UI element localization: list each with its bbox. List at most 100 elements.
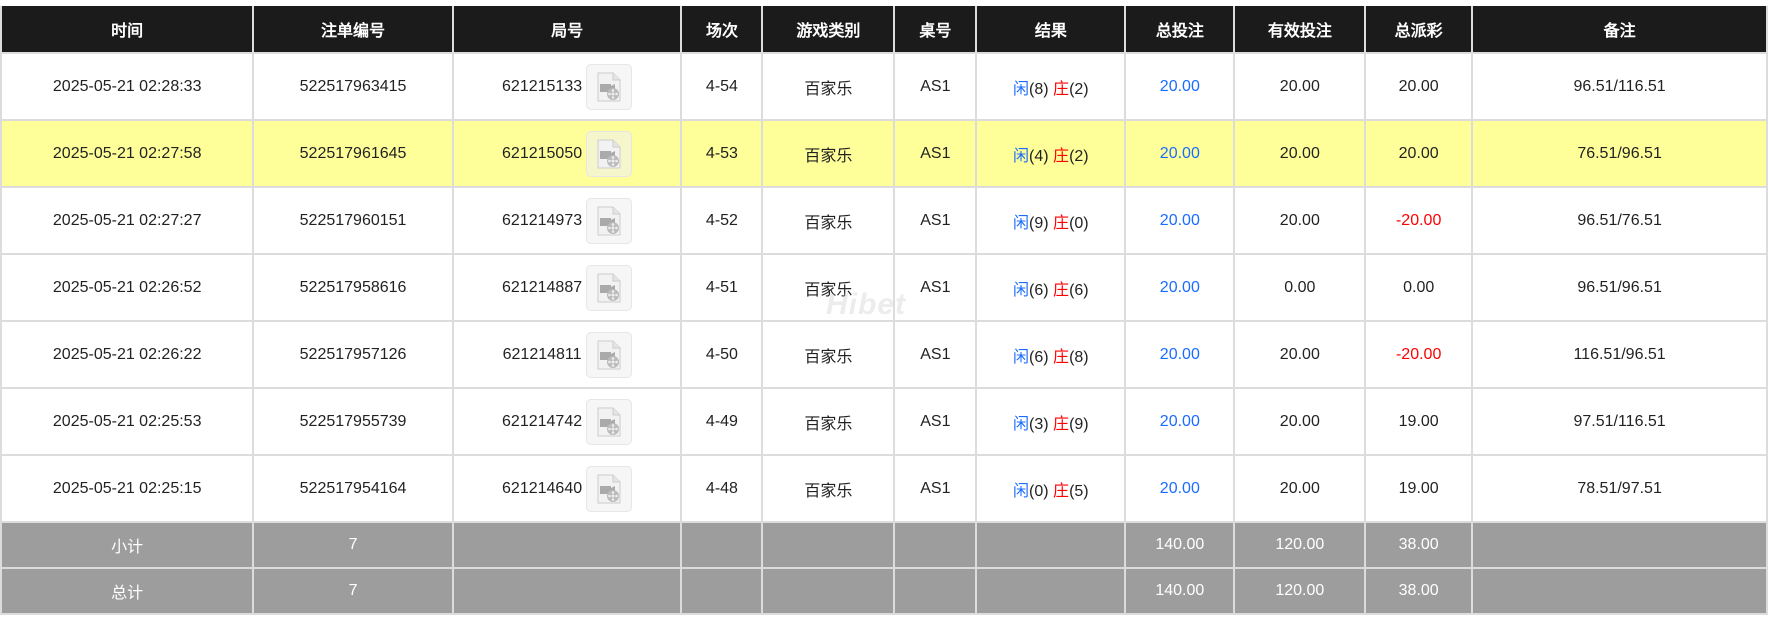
subtotal-count: 7 xyxy=(252,521,454,569)
subtotal-row: 小计 7 140.00 120.00 38.00 xyxy=(0,521,1768,569)
cell-payout: -20.00 xyxy=(1364,320,1474,389)
cell-time: 2025-05-21 02:25:53 xyxy=(0,387,255,456)
header-game-type: 游戏类别 xyxy=(761,6,896,53)
banker-label: 庄 xyxy=(1053,80,1070,98)
table-row[interactable]: 2025-05-21 02:28:33 522517963415 621215133… xyxy=(0,52,1768,121)
video-file-icon[interactable] xyxy=(586,63,633,110)
header-payout: 总派彩 xyxy=(1364,6,1474,53)
cell-table: AS1 xyxy=(893,387,978,456)
video-file-icon[interactable] xyxy=(585,331,632,378)
player-score: (0) xyxy=(1029,482,1049,500)
cell-note: 96.51/96.51 xyxy=(1471,253,1768,322)
cell-table: AS1 xyxy=(893,253,978,322)
cell-note: 76.51/96.51 xyxy=(1471,119,1768,188)
cell-time: 2025-05-21 02:26:22 xyxy=(0,320,255,389)
cell-bet-id: 522517963415 xyxy=(252,52,454,121)
header-note: 备注 xyxy=(1471,6,1768,53)
cell-round: 621215050 xyxy=(451,119,683,188)
banker-score: (0) xyxy=(1069,214,1089,232)
cell-round: 621214887 xyxy=(451,253,683,322)
player-label: 闲 xyxy=(1013,482,1030,500)
subtotal-payout: 38.00 xyxy=(1364,521,1474,569)
banker-score: (6) xyxy=(1069,281,1089,299)
cell-game: 百家乐 xyxy=(761,387,896,456)
banker-score: (9) xyxy=(1069,415,1089,433)
header-row: 时间 注单编号 局号 场次 游戏类别 桌号 结果 总投注 有效投注 总派彩 备注 xyxy=(0,6,1768,53)
total-count: 7 xyxy=(252,567,454,615)
cell-payout: 20.00 xyxy=(1364,52,1474,121)
cell-total-bet: 20.00 xyxy=(1124,320,1236,389)
cell-shoe: 4-54 xyxy=(680,52,764,121)
banker-score: (5) xyxy=(1069,482,1089,500)
table-row[interactable]: 2025-05-21 02:26:22 522517957126 621214811… xyxy=(0,320,1768,389)
header-table: 桌号 xyxy=(893,6,978,53)
cell-time: 2025-05-21 02:27:58 xyxy=(0,119,255,188)
player-score: (6) xyxy=(1029,281,1049,299)
cell-round: 621214973 xyxy=(451,186,683,255)
subtotal-valid-bet: 120.00 xyxy=(1233,521,1367,569)
cell-total-bet: 20.00 xyxy=(1124,52,1236,121)
round-number: 621215050 xyxy=(502,144,583,162)
cell-result: 闲(6) 庄(8) xyxy=(975,320,1127,389)
cell-bet-id: 522517955739 xyxy=(252,387,454,456)
cell-table: AS1 xyxy=(893,119,978,188)
cell-round: 621214742 xyxy=(451,387,683,456)
cell-shoe: 4-50 xyxy=(680,320,764,389)
subtotal-total-bet: 140.00 xyxy=(1124,521,1236,569)
video-file-icon[interactable] xyxy=(586,398,633,445)
cell-note: 96.51/76.51 xyxy=(1471,186,1768,255)
total-valid-bet: 120.00 xyxy=(1233,567,1367,615)
video-file-icon[interactable] xyxy=(586,130,633,177)
player-label: 闲 xyxy=(1013,348,1030,366)
cell-total-bet: 20.00 xyxy=(1124,387,1236,456)
cell-total-bet: 20.00 xyxy=(1124,186,1236,255)
cell-valid-bet: 20.00 xyxy=(1233,119,1367,188)
video-file-icon[interactable] xyxy=(586,264,633,311)
total-total-bet: 140.00 xyxy=(1124,567,1236,615)
cell-valid-bet: 0.00 xyxy=(1233,253,1367,322)
cell-result: 闲(3) 庄(9) xyxy=(975,387,1127,456)
cell-bet-id: 522517960151 xyxy=(252,186,454,255)
cell-result: 闲(4) 庄(2) xyxy=(975,119,1127,188)
banker-label: 庄 xyxy=(1053,482,1070,500)
cell-table: AS1 xyxy=(893,186,978,255)
player-label: 闲 xyxy=(1013,147,1030,165)
round-number: 621214887 xyxy=(502,278,583,296)
banker-label: 庄 xyxy=(1053,281,1070,299)
header-bet-id: 注单编号 xyxy=(252,6,454,53)
banker-score: (2) xyxy=(1069,147,1089,165)
cell-game: 百家乐 xyxy=(761,52,896,121)
total-label: 总计 xyxy=(0,567,255,615)
table-row[interactable]: 2025-05-21 02:25:15 522517954164 621214640… xyxy=(0,454,1768,523)
cell-payout: 0.00 xyxy=(1364,253,1474,322)
cell-valid-bet: 20.00 xyxy=(1233,387,1367,456)
table-row[interactable]: 2025-05-21 02:27:27 522517960151 621214973… xyxy=(0,186,1768,255)
header-time: 时间 xyxy=(0,6,255,53)
video-file-icon[interactable] xyxy=(586,197,633,244)
cell-total-bet: 20.00 xyxy=(1124,119,1236,188)
player-label: 闲 xyxy=(1013,415,1030,433)
player-score: (4) xyxy=(1029,147,1049,165)
cell-round: 621215133 xyxy=(451,52,683,121)
cell-shoe: 4-51 xyxy=(680,253,764,322)
table-row[interactable]: 2025-05-21 02:25:53 522517955739 621214742… xyxy=(0,387,1768,456)
total-payout: 38.00 xyxy=(1364,567,1474,615)
table-row[interactable]: 2025-05-21 02:27:58 522517961645 621215050… xyxy=(0,119,1768,188)
header-round: 局号 xyxy=(451,6,683,53)
cell-bet-id: 522517961645 xyxy=(252,119,454,188)
banker-label: 庄 xyxy=(1053,348,1070,366)
player-score: (6) xyxy=(1029,348,1049,366)
table-row[interactable]: 2025-05-21 02:26:52 522517958616 621214887… xyxy=(0,253,1768,322)
cell-payout: 19.00 xyxy=(1364,454,1474,523)
cell-time: 2025-05-21 02:27:27 xyxy=(0,186,255,255)
cell-valid-bet: 20.00 xyxy=(1233,320,1367,389)
cell-note: 116.51/96.51 xyxy=(1471,320,1768,389)
cell-time: 2025-05-21 02:26:52 xyxy=(0,253,255,322)
video-file-icon[interactable] xyxy=(586,465,633,512)
player-score: (8) xyxy=(1029,80,1049,98)
cell-payout: 19.00 xyxy=(1364,387,1474,456)
cell-shoe: 4-49 xyxy=(680,387,764,456)
header-shoe: 场次 xyxy=(680,6,764,53)
cell-total-bet: 20.00 xyxy=(1124,454,1236,523)
cell-bet-id: 522517958616 xyxy=(252,253,454,322)
